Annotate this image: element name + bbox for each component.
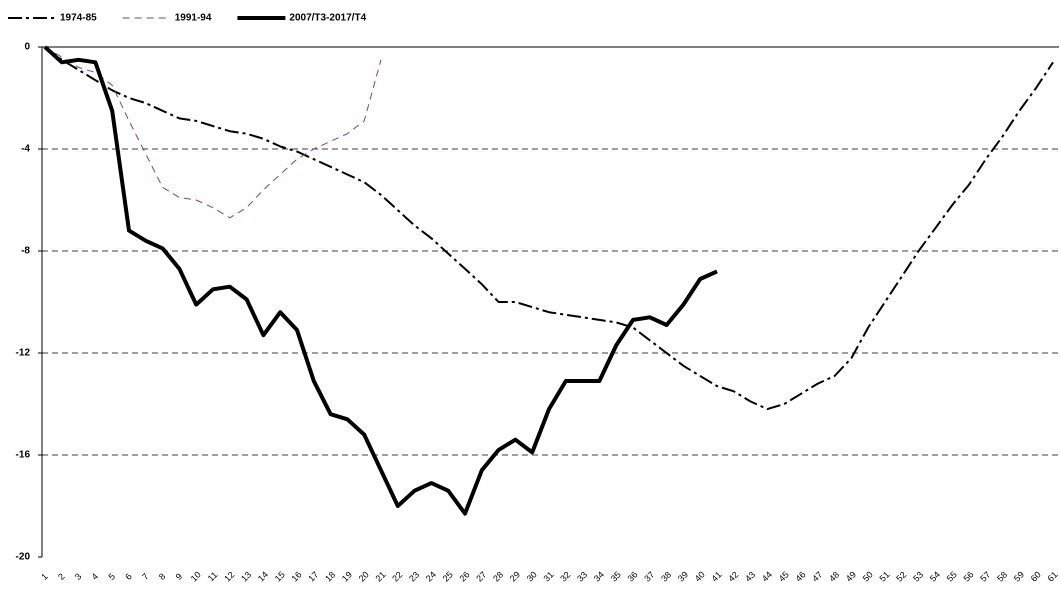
- x-tick-label: 38: [659, 569, 673, 583]
- x-tick-label: 36: [625, 569, 639, 583]
- x-tick-label: 59: [1012, 569, 1026, 583]
- x-tick-label: 32: [558, 569, 572, 583]
- x-tick-label: 28: [491, 569, 505, 583]
- x-tick-label: 17: [306, 569, 320, 583]
- x-tick-label: 45: [777, 569, 791, 583]
- x-tick-label: 44: [760, 569, 774, 583]
- x-tick-label: 49: [844, 569, 858, 583]
- x-tick-label: 10: [189, 569, 203, 583]
- x-tick-label: 56: [961, 569, 975, 583]
- x-tick-label: 41: [709, 569, 723, 583]
- x-tick-label: 31: [541, 569, 555, 583]
- x-tick-label: 19: [340, 569, 354, 583]
- x-tick-label: 57: [978, 569, 992, 583]
- x-tick-label: 48: [827, 569, 841, 583]
- y-tick-label: -16: [16, 450, 31, 461]
- x-tick-label: 25: [441, 569, 455, 583]
- x-tick-label: 30: [525, 569, 539, 583]
- x-tick-label: 23: [407, 569, 421, 583]
- x-tick-label: 43: [743, 569, 757, 583]
- series-line: [43, 45, 718, 516]
- x-tick-label: 11: [206, 570, 220, 584]
- x-tick-label: 12: [222, 569, 236, 583]
- x-tick-label: 20: [357, 569, 371, 583]
- x-tick-label: 24: [424, 569, 438, 583]
- x-tick-label: 18: [323, 569, 337, 583]
- x-tick-label: 1: [39, 571, 50, 582]
- x-tick-label: 5: [106, 571, 117, 582]
- x-tick-label: 6: [123, 571, 134, 582]
- x-tick-label: 3: [73, 571, 84, 582]
- legend-label: 1974-85: [60, 13, 97, 24]
- x-tick-label: 27: [474, 569, 488, 583]
- x-tick-label: 26: [457, 569, 471, 583]
- y-tick-label: 0: [24, 42, 30, 53]
- x-tick-label: 33: [575, 569, 589, 583]
- x-tick-label: 60: [1029, 569, 1043, 583]
- y-tick-label: -12: [16, 348, 31, 359]
- series-line: [44, 46, 1054, 411]
- x-tick-label: 4: [90, 571, 101, 582]
- x-tick-label: 55: [945, 569, 959, 583]
- series-line: [44, 46, 382, 219]
- y-tick-label: -20: [16, 552, 31, 563]
- x-tick-label: 39: [676, 569, 690, 583]
- x-tick-label: 15: [273, 569, 287, 583]
- x-tick-label: 58: [995, 569, 1009, 583]
- x-tick-label: 50: [861, 569, 875, 583]
- x-tick-label: 22: [390, 569, 404, 583]
- x-tick-label: 52: [894, 569, 908, 583]
- x-tick-label: 53: [911, 569, 925, 583]
- y-tick-label: -8: [21, 246, 30, 257]
- x-tick-label: 9: [174, 571, 185, 582]
- legend-label: 1991-94: [175, 13, 212, 24]
- x-tick-label: 16: [289, 569, 303, 583]
- x-tick-label: 42: [726, 569, 740, 583]
- y-tick-label: -4: [21, 144, 30, 155]
- x-tick-label: 51: [877, 569, 891, 583]
- x-tick-label: 8: [157, 571, 168, 582]
- x-tick-label: 29: [508, 569, 522, 583]
- x-tick-label: 7: [140, 571, 151, 582]
- x-tick-label: 35: [609, 569, 623, 583]
- x-tick-label: 46: [793, 569, 807, 583]
- x-tick-label: 13: [239, 569, 253, 583]
- x-tick-label: 14: [256, 569, 270, 583]
- x-tick-label: 37: [642, 569, 656, 583]
- x-tick-label: 47: [810, 569, 824, 583]
- legend-label: 2007/T3-2017/T4: [289, 13, 366, 24]
- x-tick-label: 21: [373, 569, 387, 583]
- x-tick-label: 34: [592, 569, 606, 583]
- x-tick-label: 54: [928, 569, 942, 583]
- x-tick-label: 61: [1045, 569, 1059, 583]
- x-tick-label: 40: [693, 569, 707, 583]
- x-tick-label: 2: [56, 571, 67, 582]
